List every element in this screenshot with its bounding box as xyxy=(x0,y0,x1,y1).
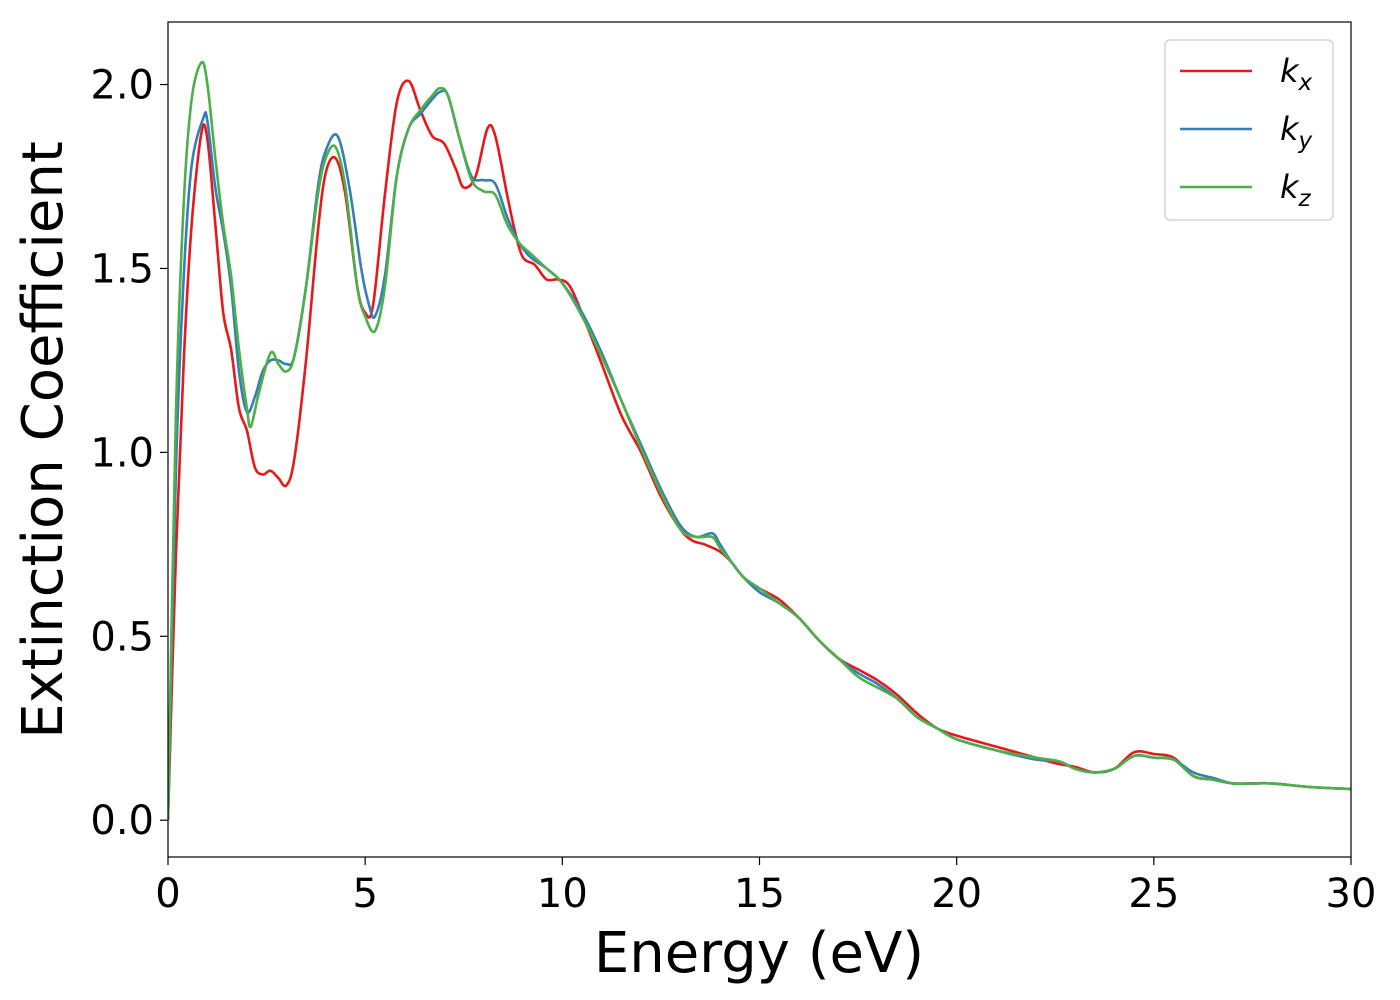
x-tick-label: 25 xyxy=(1128,871,1179,917)
x-tick-label: 10 xyxy=(537,871,588,917)
x-tick-label: 0 xyxy=(155,871,180,917)
x-axis-ticks: 0 5 10 15 20 25 30 xyxy=(155,857,1376,917)
x-tick-label: 20 xyxy=(931,871,982,917)
series-line-kz xyxy=(168,60,1351,821)
y-tick-label: 2.0 xyxy=(90,63,154,109)
x-tick-label: 30 xyxy=(1326,871,1377,917)
y-tick-label: 1.5 xyxy=(90,246,154,292)
y-axis-title: Extinction Coefficient xyxy=(11,141,76,739)
y-tick-label: 1.0 xyxy=(90,430,154,476)
x-tick-label: 5 xyxy=(352,871,377,917)
series-layer xyxy=(168,60,1351,821)
y-axis-ticks: 0.0 0.5 1.0 1.5 2.0 xyxy=(90,63,168,844)
y-tick-label: 0.5 xyxy=(90,614,154,660)
x-tick-label: 15 xyxy=(734,871,785,917)
y-tick-label: 0.0 xyxy=(90,798,154,844)
x-axis-title: Energy (eV) xyxy=(594,921,924,986)
plot-background xyxy=(168,22,1351,857)
